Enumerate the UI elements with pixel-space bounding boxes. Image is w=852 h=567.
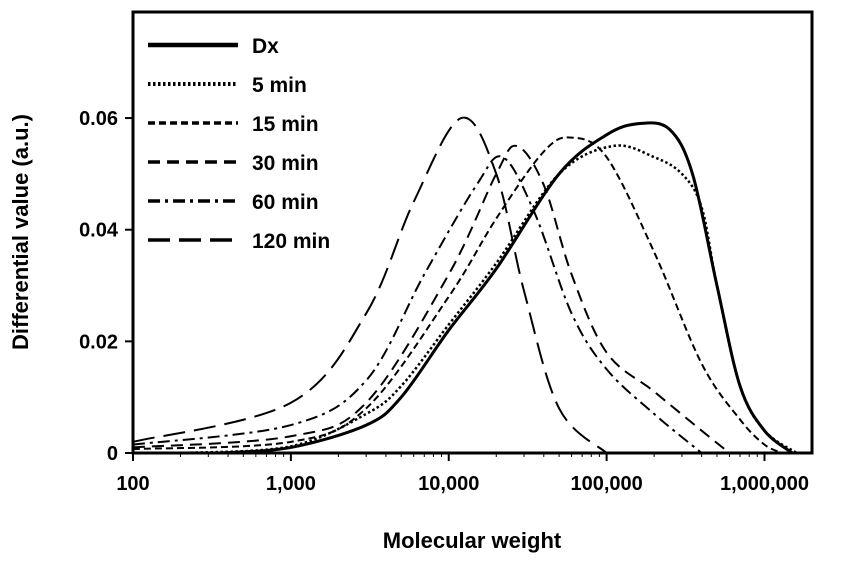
- y-tick-label: 0.02: [79, 331, 118, 353]
- y-axis-label: Differential value (a.u.): [8, 114, 33, 350]
- y-tick-label: 0.06: [79, 108, 118, 130]
- legend-label-dx: Dx: [252, 35, 279, 58]
- x-axis: 100 1,000 10,000 100,000 1,000,000: [116, 453, 809, 495]
- plot-frame: [131, 10, 814, 455]
- series-line-60-min: [132, 155, 703, 454]
- series-line-120-min: [132, 116, 608, 454]
- x-axis-label: Molecular weight: [383, 528, 562, 553]
- plot-lines: [132, 116, 798, 455]
- series-line-30-min: [132, 144, 731, 454]
- legend-label-5-min: 5 min: [252, 74, 307, 97]
- x-tick-label: 1,000,000: [720, 473, 809, 495]
- legend-label-15-min: 15 min: [252, 113, 319, 136]
- series-line-15-min: [132, 136, 783, 454]
- series-line-dx: [218, 121, 794, 455]
- x-tick-label: 100,000: [570, 473, 642, 495]
- x-tick-label: 1,000: [266, 473, 316, 495]
- legend-label-60-min: 60 min: [252, 191, 319, 214]
- x-tick-label: 10,000: [418, 473, 479, 495]
- legend-label-30-min: 30 min: [252, 152, 319, 175]
- x-tick-label: 100: [116, 473, 149, 495]
- y-tick-label: 0.04: [79, 220, 119, 242]
- y-axis: 0 0.02 0.04 0.06: [79, 108, 133, 465]
- y-tick-label: 0: [107, 443, 118, 465]
- legend-label-120-min: 120 min: [252, 230, 330, 253]
- legend: Dx 5 min 15 min 30 min 60 min 120 min: [148, 35, 330, 253]
